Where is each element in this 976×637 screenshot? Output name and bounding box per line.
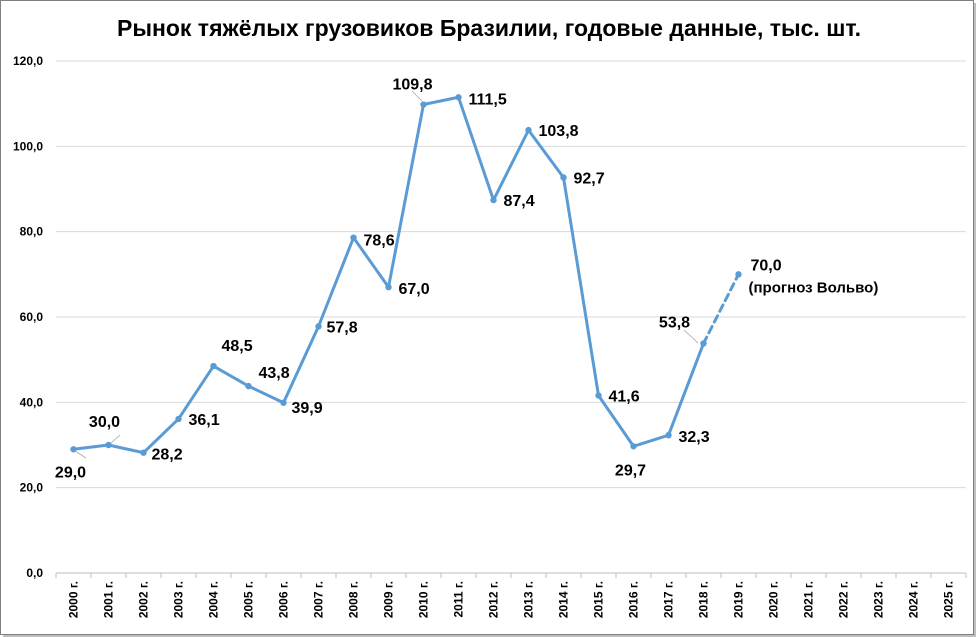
x-tick-label: 2016 г. <box>627 581 641 618</box>
data-label: 29,7 <box>615 462 646 479</box>
data-label: 109,8 <box>392 77 432 94</box>
data-point <box>350 234 357 241</box>
forecast-annotation: (прогноз Вольво) <box>749 279 879 296</box>
data-point <box>700 340 707 347</box>
x-tick-label: 2006 г. <box>277 581 291 618</box>
y-tick-label: 120,0 <box>13 54 43 68</box>
x-tick-label: 2023 г. <box>872 581 886 618</box>
data-label: 36,1 <box>189 412 220 429</box>
data-point <box>385 283 392 291</box>
data-points <box>70 94 742 456</box>
data-point <box>595 392 602 399</box>
data-point <box>525 126 532 134</box>
data-point <box>455 94 462 101</box>
x-tick-label: 2011 г. <box>452 581 466 618</box>
y-tick-label: 0,0 <box>26 566 43 580</box>
data-label: 111,5 <box>469 91 507 108</box>
data-label: 92,7 <box>574 170 605 187</box>
x-tick-label: 2013 г. <box>522 581 536 618</box>
data-label: 32,3 <box>679 429 710 446</box>
y-tick-label: 40,0 <box>20 395 44 409</box>
chart-title: Рынок тяжёлых грузовиков Бразилии, годов… <box>117 15 861 41</box>
data-label: 70,0 <box>751 257 782 274</box>
label-leader-line <box>74 450 87 459</box>
x-tick-label: 2020 г. <box>767 581 781 618</box>
x-tick-label: 2014 г. <box>557 581 571 618</box>
x-tick-label: 2022 г. <box>837 581 851 618</box>
label-leader-line <box>683 329 699 344</box>
data-label: 41,6 <box>609 389 640 406</box>
data-label: 28,2 <box>152 447 183 464</box>
data-label: 103,8 <box>539 123 579 140</box>
data-label: 48,5 <box>222 338 253 355</box>
x-tick-label: 2021 г. <box>802 581 816 618</box>
x-tick-label: 2001 г. <box>102 581 116 618</box>
data-point <box>665 431 672 439</box>
x-tick-label: 2000 г. <box>67 581 81 618</box>
x-tick-label: 2004 г. <box>207 581 221 618</box>
data-point <box>630 443 637 450</box>
data-point <box>490 196 497 204</box>
data-point <box>140 449 147 456</box>
data-point <box>245 382 252 390</box>
y-tick-label: 100,0 <box>13 139 43 153</box>
x-tick-label: 2019 г. <box>732 581 746 618</box>
data-point <box>105 441 112 449</box>
x-tick-label: 2007 г. <box>312 581 326 618</box>
label-leader-line <box>110 434 121 444</box>
data-label: 87,4 <box>504 193 535 210</box>
data-label: 30,0 <box>89 414 120 431</box>
y-tick-label: 80,0 <box>20 225 44 239</box>
y-tick-label: 20,0 <box>20 481 44 495</box>
data-point <box>210 362 217 370</box>
label-leader-line <box>411 90 423 102</box>
data-label: 43,8 <box>259 365 290 382</box>
forecast-line <box>702 272 740 345</box>
data-label: 67,0 <box>399 281 430 298</box>
data-point <box>175 415 182 423</box>
data-label: 29,0 <box>55 464 86 481</box>
y-tick-label: 60,0 <box>20 310 44 324</box>
data-label: 39,9 <box>292 400 323 417</box>
data-label: 57,8 <box>327 319 358 336</box>
x-tick-label: 2002 г. <box>137 581 151 618</box>
axes: 0,0 20,0 40,0 60,0 80,0 100,0 120,0 2000 г. 2001… <box>13 54 967 618</box>
data-label: 78,6 <box>364 233 395 250</box>
x-tick-label: 2010 г. <box>417 581 431 618</box>
x-tick-label: 2015 г. <box>592 581 606 618</box>
data-point <box>420 101 427 108</box>
data-label: 53,8 <box>659 314 690 331</box>
x-tick-label: 2005 г. <box>242 581 256 618</box>
gridlines <box>56 60 966 489</box>
x-tick-label: 2009 г. <box>382 581 396 618</box>
data-point <box>315 323 322 330</box>
x-tick-label: 2025 г. <box>942 581 956 618</box>
x-tick-label: 2024 г. <box>907 581 921 618</box>
data-point <box>280 399 287 406</box>
x-tick-label: 2017 г. <box>662 581 676 618</box>
x-tick-label: 2003 г. <box>172 581 186 618</box>
x-tick-label: 2012 г. <box>487 581 501 618</box>
x-tick-label: 2008 г. <box>347 581 361 618</box>
data-point <box>735 271 742 278</box>
data-point <box>560 174 567 181</box>
data-labels: 29,0 30,0 28,2 36,1 48,5 43,8 39,9 57,8 78,6 67,0… <box>55 77 878 482</box>
x-tick-label: 2018 г. <box>697 581 711 618</box>
